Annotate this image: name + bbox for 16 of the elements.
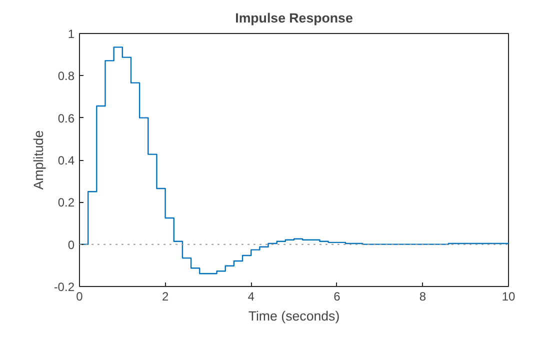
x-tick-label: 0 <box>76 290 84 304</box>
y-tick-label: 0.6 <box>58 111 75 126</box>
x-tick-label: 4 <box>248 290 255 304</box>
y-tick-label: 0.8 <box>58 69 75 84</box>
y-tick-label: 0.4 <box>58 154 75 168</box>
y-tick-label: -0.2 <box>54 280 75 294</box>
x-axis-title: Time (seconds) <box>248 308 340 324</box>
x-tick-label: 10 <box>502 290 516 304</box>
y-tick-label: 0.2 <box>58 196 75 210</box>
x-tick-label: 6 <box>334 290 341 304</box>
y-tick-label: 1 <box>68 27 75 41</box>
x-tick-label: 8 <box>419 290 426 304</box>
chart-title: Impulse Response <box>235 10 353 26</box>
x-tick-label: 2 <box>162 290 169 304</box>
y-axis-title: Amplitude <box>30 130 46 190</box>
y-tick-label: 0 <box>68 238 75 252</box>
